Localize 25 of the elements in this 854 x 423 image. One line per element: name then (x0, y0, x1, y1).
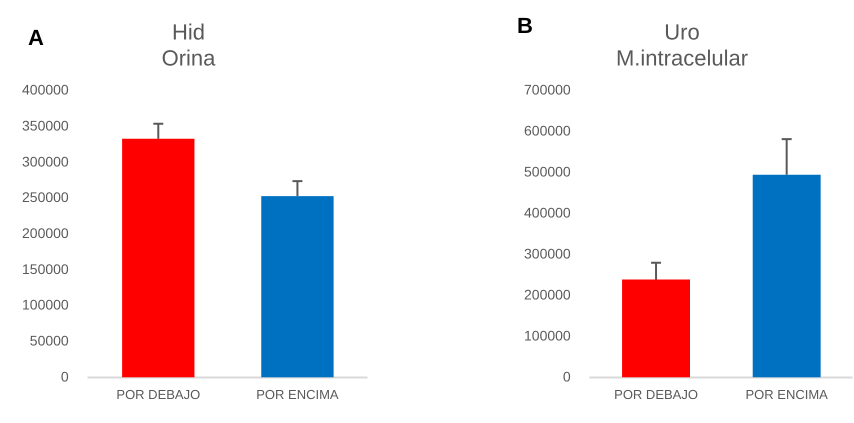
y-tick-label: 50000 (30, 332, 69, 348)
y-tick-label: 0 (562, 368, 571, 384)
text: B (517, 13, 533, 38)
text: A (28, 25, 44, 50)
y-tick-label: 250000 (22, 189, 69, 206)
y-tick-label: 150000 (22, 260, 69, 277)
x-tick-label: POR ENCIMA (256, 386, 339, 402)
y-tick-label: 200000 (524, 286, 571, 302)
x-tick-label: POR DEBAJO (614, 386, 698, 402)
y-tick-label: 0 (60, 368, 69, 384)
y-tick-label: 500000 (524, 164, 571, 180)
x-tick-label: POR ENCIMA (746, 386, 828, 402)
chart-title: Hid Orina (162, 19, 216, 71)
y-tick-label: 600000 (524, 122, 571, 139)
y-tick-label: 700000 (524, 82, 571, 98)
x-tick-label: POR DEBAJO (116, 386, 200, 402)
chart-title: Uro M.intracelular (616, 19, 748, 71)
y-tick-label: 400000 (22, 82, 69, 98)
y-tick-label: 300000 (524, 245, 571, 262)
y-tick-label: 300000 (22, 153, 69, 170)
y-tick-label: 100000 (524, 327, 571, 344)
y-tick-label: 350000 (22, 117, 69, 134)
y-tick-label: 200000 (22, 224, 69, 241)
y-tick-label: 100000 (22, 296, 69, 313)
y-tick-label: 400000 (524, 204, 571, 220)
